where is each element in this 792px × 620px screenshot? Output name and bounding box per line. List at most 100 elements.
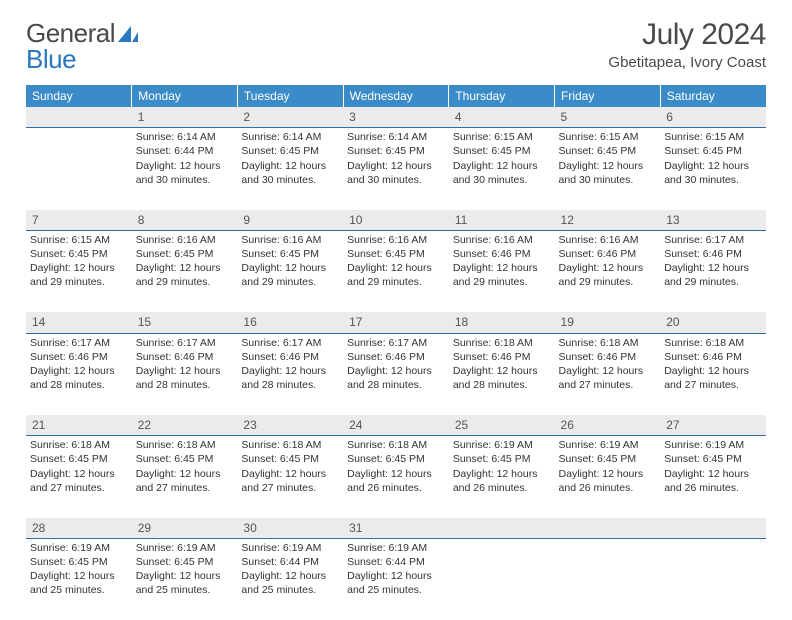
sunset-text: Sunset: 6:46 PM: [559, 350, 657, 364]
day-details: Sunrise: 6:19 AMSunset: 6:45 PMDaylight:…: [559, 436, 657, 495]
sunset-text: Sunset: 6:45 PM: [453, 452, 551, 466]
daylight-text: Daylight: 12 hours and 26 minutes.: [664, 467, 762, 495]
day-number-cell: 2: [237, 107, 343, 128]
weekday-header: Thursday: [449, 85, 555, 107]
day-body-cell: Sunrise: 6:17 AMSunset: 6:46 PMDaylight:…: [26, 333, 132, 415]
sunset-text: Sunset: 6:45 PM: [453, 144, 551, 158]
day-body-cell: [660, 538, 766, 620]
day-details: Sunrise: 6:18 AMSunset: 6:46 PMDaylight:…: [664, 334, 762, 393]
day-number-cell: 21: [26, 415, 132, 436]
logo-part2: Blue: [26, 44, 76, 74]
day-body-cell: Sunrise: 6:14 AMSunset: 6:44 PMDaylight:…: [132, 128, 238, 210]
day-body-cell: Sunrise: 6:14 AMSunset: 6:45 PMDaylight:…: [237, 128, 343, 210]
daylight-text: Daylight: 12 hours and 27 minutes.: [559, 364, 657, 392]
day-body-cell: Sunrise: 6:19 AMSunset: 6:45 PMDaylight:…: [26, 538, 132, 620]
daylight-text: Daylight: 12 hours and 26 minutes.: [453, 467, 551, 495]
day-number-cell: 16: [237, 312, 343, 333]
daylight-text: Daylight: 12 hours and 28 minutes.: [241, 364, 339, 392]
day-body-cell: Sunrise: 6:17 AMSunset: 6:46 PMDaylight:…: [660, 230, 766, 312]
day-number-cell: [449, 518, 555, 539]
daylight-text: Daylight: 12 hours and 29 minutes.: [559, 261, 657, 289]
daynum-row: 14151617181920: [26, 312, 766, 333]
day-body-cell: Sunrise: 6:16 AMSunset: 6:45 PMDaylight:…: [237, 230, 343, 312]
day-details: Sunrise: 6:17 AMSunset: 6:46 PMDaylight:…: [30, 334, 128, 393]
day-number-cell: 11: [449, 210, 555, 231]
day-number-cell: 25: [449, 415, 555, 436]
sunset-text: Sunset: 6:46 PM: [241, 350, 339, 364]
day-number-cell: 28: [26, 518, 132, 539]
daylight-text: Daylight: 12 hours and 25 minutes.: [30, 569, 128, 597]
day-number-cell: [26, 107, 132, 128]
sunset-text: Sunset: 6:44 PM: [241, 555, 339, 569]
day-number-cell: 24: [343, 415, 449, 436]
day-number-cell: 13: [660, 210, 766, 231]
day-body-cell: Sunrise: 6:18 AMSunset: 6:45 PMDaylight:…: [132, 436, 238, 518]
sunset-text: Sunset: 6:45 PM: [136, 555, 234, 569]
sunset-text: Sunset: 6:45 PM: [241, 144, 339, 158]
sunset-text: Sunset: 6:45 PM: [347, 144, 445, 158]
day-body-row: Sunrise: 6:14 AMSunset: 6:44 PMDaylight:…: [26, 128, 766, 210]
daylight-text: Daylight: 12 hours and 26 minutes.: [559, 467, 657, 495]
day-details: Sunrise: 6:17 AMSunset: 6:46 PMDaylight:…: [241, 334, 339, 393]
sunrise-text: Sunrise: 6:16 AM: [241, 233, 339, 247]
sunset-text: Sunset: 6:45 PM: [664, 144, 762, 158]
daylight-text: Daylight: 12 hours and 30 minutes.: [136, 159, 234, 187]
logo-sub: Blue: [26, 44, 76, 75]
daylight-text: Daylight: 12 hours and 29 minutes.: [30, 261, 128, 289]
day-body-row: Sunrise: 6:17 AMSunset: 6:46 PMDaylight:…: [26, 333, 766, 415]
day-details: Sunrise: 6:16 AMSunset: 6:45 PMDaylight:…: [241, 231, 339, 290]
calendar-body: 123456Sunrise: 6:14 AMSunset: 6:44 PMDay…: [26, 107, 766, 620]
daylight-text: Daylight: 12 hours and 25 minutes.: [347, 569, 445, 597]
sunset-text: Sunset: 6:46 PM: [136, 350, 234, 364]
day-details: Sunrise: 6:18 AMSunset: 6:46 PMDaylight:…: [559, 334, 657, 393]
daylight-text: Daylight: 12 hours and 27 minutes.: [664, 364, 762, 392]
sunset-text: Sunset: 6:45 PM: [241, 247, 339, 261]
day-body-cell: Sunrise: 6:18 AMSunset: 6:45 PMDaylight:…: [343, 436, 449, 518]
day-body-cell: Sunrise: 6:15 AMSunset: 6:45 PMDaylight:…: [26, 230, 132, 312]
daylight-text: Daylight: 12 hours and 28 minutes.: [136, 364, 234, 392]
day-number-cell: 17: [343, 312, 449, 333]
day-number-cell: 20: [660, 312, 766, 333]
logo-sail-icon: [118, 26, 138, 49]
daynum-row: 123456: [26, 107, 766, 128]
daylight-text: Daylight: 12 hours and 30 minutes.: [241, 159, 339, 187]
day-number-cell: 10: [343, 210, 449, 231]
sunset-text: Sunset: 6:45 PM: [30, 555, 128, 569]
day-number-cell: 18: [449, 312, 555, 333]
sunrise-text: Sunrise: 6:17 AM: [136, 336, 234, 350]
day-body-cell: Sunrise: 6:18 AMSunset: 6:46 PMDaylight:…: [660, 333, 766, 415]
weekday-header: Saturday: [660, 85, 766, 107]
day-body-cell: Sunrise: 6:18 AMSunset: 6:45 PMDaylight:…: [26, 436, 132, 518]
day-number-cell: 23: [237, 415, 343, 436]
weekday-header-row: Sunday Monday Tuesday Wednesday Thursday…: [26, 85, 766, 107]
sunrise-text: Sunrise: 6:19 AM: [136, 541, 234, 555]
day-details: Sunrise: 6:19 AMSunset: 6:45 PMDaylight:…: [664, 436, 762, 495]
day-body-cell: Sunrise: 6:19 AMSunset: 6:45 PMDaylight:…: [555, 436, 661, 518]
day-body-cell: Sunrise: 6:16 AMSunset: 6:46 PMDaylight:…: [555, 230, 661, 312]
sunset-text: Sunset: 6:45 PM: [559, 452, 657, 466]
sunset-text: Sunset: 6:45 PM: [559, 144, 657, 158]
day-details: Sunrise: 6:18 AMSunset: 6:45 PMDaylight:…: [347, 436, 445, 495]
sunrise-text: Sunrise: 6:18 AM: [241, 438, 339, 452]
sunset-text: Sunset: 6:46 PM: [453, 247, 551, 261]
day-number-cell: 15: [132, 312, 238, 333]
day-details: Sunrise: 6:18 AMSunset: 6:45 PMDaylight:…: [136, 436, 234, 495]
sunrise-text: Sunrise: 6:15 AM: [664, 130, 762, 144]
day-body-cell: Sunrise: 6:17 AMSunset: 6:46 PMDaylight:…: [343, 333, 449, 415]
day-details: Sunrise: 6:15 AMSunset: 6:45 PMDaylight:…: [664, 128, 762, 187]
daylight-text: Daylight: 12 hours and 28 minutes.: [30, 364, 128, 392]
day-number-cell: 19: [555, 312, 661, 333]
day-number-cell: 12: [555, 210, 661, 231]
day-details: Sunrise: 6:19 AMSunset: 6:45 PMDaylight:…: [136, 539, 234, 598]
day-details: Sunrise: 6:15 AMSunset: 6:45 PMDaylight:…: [453, 128, 551, 187]
sunrise-text: Sunrise: 6:17 AM: [241, 336, 339, 350]
day-body-cell: Sunrise: 6:17 AMSunset: 6:46 PMDaylight:…: [132, 333, 238, 415]
day-number-cell: 30: [237, 518, 343, 539]
day-body-row: Sunrise: 6:18 AMSunset: 6:45 PMDaylight:…: [26, 436, 766, 518]
daylight-text: Daylight: 12 hours and 27 minutes.: [30, 467, 128, 495]
sunrise-text: Sunrise: 6:19 AM: [30, 541, 128, 555]
day-number-cell: [555, 518, 661, 539]
day-details: Sunrise: 6:16 AMSunset: 6:46 PMDaylight:…: [559, 231, 657, 290]
sunrise-text: Sunrise: 6:16 AM: [136, 233, 234, 247]
day-number-cell: 26: [555, 415, 661, 436]
